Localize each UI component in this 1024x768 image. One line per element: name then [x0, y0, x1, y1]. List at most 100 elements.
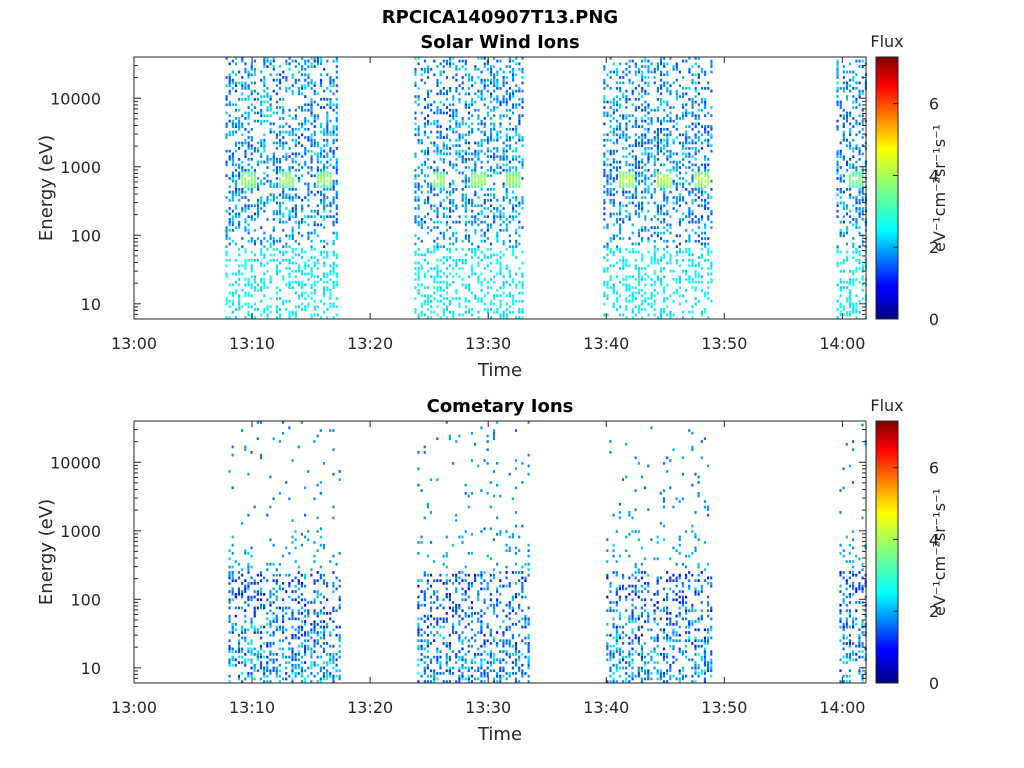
spectrogram-cell: [433, 122, 436, 126]
spectrogram-cell: [439, 81, 442, 85]
spectrogram-cell: [282, 275, 285, 279]
spectrogram-cell: [332, 59, 335, 63]
spectrogram-cell: [423, 215, 426, 219]
spectrogram-cell: [275, 239, 279, 243]
spectrogram-cell: [659, 70, 663, 74]
spectrogram-cell: [291, 677, 294, 681]
spectrogram-cell: [282, 168, 285, 172]
spectrogram-cell: [275, 133, 279, 137]
spectrogram-cell: [266, 642, 269, 645]
spectrogram-cell: [285, 122, 288, 126]
spectrogram-cell: [313, 642, 316, 645]
spectrogram-cell: [294, 59, 297, 63]
spectrogram-cell: [455, 122, 458, 126]
spectrogram-cell: [836, 73, 839, 77]
spectrogram-cell: [266, 174, 269, 178]
spectrogram-cell: [458, 125, 461, 128]
spectrogram-cell: [615, 127, 619, 131]
spectrogram-cell: [297, 579, 300, 583]
spectrogram-cell: [263, 100, 266, 104]
spectrogram-cell: [244, 609, 247, 613]
spectrogram-cell: [477, 127, 480, 131]
spectrogram-cell: [250, 174, 253, 178]
spectrogram-cell: [231, 239, 234, 243]
spectrogram-cell: [467, 239, 471, 243]
spectrogram-cell: [452, 179, 455, 183]
spectrogram-cell: [266, 87, 269, 90]
spectrogram-cell: [310, 245, 313, 249]
spectrogram-cell: [464, 157, 467, 161]
spectrogram-cell: [496, 136, 499, 139]
spectrogram-cell: [253, 614, 256, 618]
spectrogram-cell: [852, 242, 855, 246]
spectrogram-cell: [486, 84, 489, 88]
spectrogram-cell: [247, 147, 250, 150]
spectrogram-cell: [700, 218, 704, 221]
spectrogram-cell: [464, 73, 467, 77]
spectrogram-cell: [253, 663, 256, 667]
spectrogram-cell: [304, 127, 307, 131]
spectrogram-cell: [316, 59, 319, 63]
spectrogram-cell: [669, 258, 672, 262]
spectrogram-cell: [247, 280, 250, 284]
spectrogram-cell: [496, 253, 499, 257]
spectrogram-cell: [634, 297, 637, 300]
spectrogram-cell: [234, 84, 238, 88]
spectrogram-cell: [669, 133, 672, 137]
spectrogram-cell: [250, 152, 253, 156]
spectrogram-cell: [489, 81, 493, 85]
spectrogram-cell: [521, 67, 524, 71]
spectrogram-cell: [319, 201, 323, 205]
spectrogram-cell: [234, 606, 237, 610]
spectrogram-cell: [625, 299, 628, 303]
spectrogram-cell: [845, 226, 849, 229]
spectrogram-cell: [436, 174, 439, 178]
spectrogram-cell: [493, 106, 496, 109]
spectrogram-cell: [521, 76, 524, 79]
spectrogram-cell: [644, 168, 647, 172]
spectrogram-cell: [310, 680, 313, 683]
spectrogram-cell: [436, 144, 439, 148]
spectrogram-cell: [269, 234, 272, 238]
spectrogram-cell: [285, 196, 288, 199]
spectrogram-cell: [301, 294, 304, 298]
spectrogram-cell: [279, 250, 282, 254]
spectrogram-cell: [231, 576, 234, 580]
spectrogram-cell: [300, 532, 304, 536]
spectrogram-cell: [836, 188, 839, 191]
spectrogram-cell: [625, 204, 628, 208]
spectrogram-cell: [641, 256, 644, 259]
spectrogram-cell: [505, 157, 508, 161]
spectrogram-cell: [477, 212, 480, 216]
spectrogram-cell: [852, 283, 855, 287]
spectrogram-cell: [260, 155, 263, 158]
spectrogram-cell: [300, 672, 304, 675]
spectrogram-cell: [691, 81, 694, 85]
spectrogram-cell: [285, 89, 288, 93]
spectrogram-cell: [259, 663, 263, 667]
spectrogram-cell: [656, 87, 659, 90]
spectrogram-cell: [329, 272, 332, 276]
spectrogram-cell: [474, 166, 477, 169]
spectrogram-cell: [430, 267, 433, 270]
spectrogram-cell: [669, 117, 672, 120]
spectrogram-cell: [858, 209, 861, 213]
spectrogram-cell: [644, 267, 647, 270]
spectrogram-cell: [704, 138, 707, 142]
spectrogram-cell: [515, 127, 518, 131]
spectrogram-cell: [279, 269, 282, 273]
spectrogram-cell: [694, 297, 697, 300]
spectrogram-cell: [634, 258, 637, 262]
spectrogram-cell: [291, 250, 294, 254]
spectrogram-cell: [691, 114, 694, 118]
spectrogram-cell: [445, 62, 449, 66]
spectrogram-cell: [496, 237, 499, 240]
spectrogram-cell: [508, 239, 512, 243]
spectrogram-cell: [704, 168, 707, 172]
spectrogram-cell: [426, 250, 430, 254]
spectrogram-cell: [250, 92, 253, 96]
spectrogram-cell: [483, 81, 486, 85]
spectrogram-cell: [471, 174, 474, 178]
spectrogram-cell: [480, 212, 483, 216]
spectrogram-cell: [300, 598, 304, 602]
